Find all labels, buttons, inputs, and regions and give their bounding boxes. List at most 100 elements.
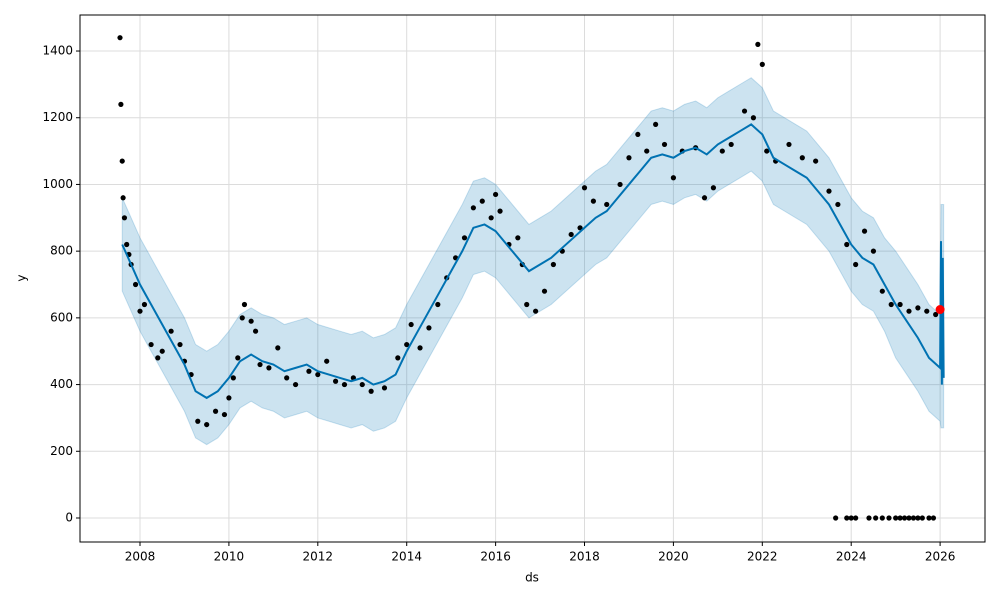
x-tick-label: 2026 (925, 550, 956, 564)
y-tick-label: 1400 (42, 44, 73, 58)
observed-point (395, 355, 401, 361)
observed-point (120, 195, 126, 201)
y-tick-label: 1200 (42, 110, 73, 124)
observed-point (306, 368, 312, 374)
observed-point (408, 321, 414, 328)
y-axis-label: y (15, 274, 29, 281)
observed-point (919, 515, 925, 521)
forecast-line (121, 123, 945, 400)
observed-point (926, 515, 932, 521)
observed-point (888, 301, 894, 308)
observed-point (284, 375, 290, 381)
observed-point (930, 515, 937, 521)
observed-point (119, 158, 125, 164)
observed-point (786, 141, 792, 148)
observed-point (617, 181, 623, 188)
observed-point (764, 148, 770, 154)
observed-point (435, 301, 441, 308)
observed-point (626, 155, 632, 161)
observed-point (497, 208, 503, 214)
y-tick-label: 400 (50, 377, 73, 391)
observed-point (879, 288, 885, 294)
observed-point (741, 108, 748, 114)
observed-point (870, 248, 877, 254)
observed-point (590, 198, 596, 204)
observed-point (670, 175, 677, 181)
x-tick-label: 2016 (480, 550, 511, 564)
observed-point (653, 121, 659, 128)
observed-point (117, 35, 123, 41)
observed-point (479, 198, 485, 204)
observed-point (728, 141, 734, 148)
observed-point (577, 225, 583, 231)
observed-point (275, 345, 281, 351)
observed-point (915, 305, 921, 311)
observed-point (524, 301, 530, 308)
observed-point (897, 301, 903, 308)
observed-point (906, 515, 912, 521)
observed-point (826, 188, 832, 194)
observed-point (848, 515, 854, 521)
observed-point (844, 241, 850, 248)
observed-point (568, 231, 574, 238)
observed-point (915, 515, 921, 521)
x-tick-label: 2010 (214, 550, 245, 564)
observed-point (266, 365, 272, 371)
observed-point (644, 148, 650, 154)
observed-point (661, 141, 668, 148)
observed-point (248, 318, 254, 324)
x-axis-label: ds (525, 571, 539, 585)
x-tick-label: 2012 (303, 550, 334, 564)
observed-point (844, 515, 850, 521)
observed-point (141, 301, 148, 308)
observed-point (470, 205, 476, 211)
observed-point (924, 308, 930, 314)
observed-point (533, 308, 539, 314)
observed-point (719, 148, 725, 154)
observed-point (897, 515, 903, 521)
observed-point (155, 355, 161, 361)
uncertainty-band (121, 77, 945, 446)
y-tick-label: 200 (50, 444, 73, 458)
x-tick-label: 2008 (125, 550, 156, 564)
observed-point (159, 348, 165, 354)
observed-point (493, 191, 499, 198)
observed-point (873, 515, 879, 521)
x-tick-label: 2024 (836, 550, 867, 564)
observed-point (195, 418, 201, 424)
observed-point (137, 308, 143, 314)
observed-point (906, 308, 912, 314)
observed-point (541, 288, 548, 294)
observed-point (368, 388, 374, 394)
observed-point (257, 361, 263, 368)
observed-point (121, 215, 128, 221)
observed-point (635, 131, 641, 138)
x-tick-label: 2014 (391, 550, 422, 564)
observed-point (893, 515, 899, 521)
observed-point (933, 311, 939, 318)
observed-point (833, 515, 839, 521)
observed-point (910, 515, 917, 521)
observed-point (239, 315, 245, 321)
observed-point (835, 201, 841, 208)
observed-point (901, 515, 908, 521)
observed-point (230, 375, 236, 381)
observed-point (381, 385, 388, 391)
observed-point (235, 355, 241, 361)
plot-frame (79, 14, 986, 543)
observed-point (710, 185, 717, 191)
observed-point (750, 115, 757, 121)
observed-point (212, 408, 219, 414)
observed-point (879, 515, 885, 521)
observed-point (324, 358, 330, 364)
x-tick-label: 2018 (569, 550, 600, 564)
observed-point (359, 381, 365, 388)
observed-point (604, 201, 610, 208)
observed-point (550, 261, 556, 268)
x-tick-label: 2022 (747, 550, 778, 564)
observed-point (292, 381, 299, 388)
observed-point (461, 235, 468, 241)
observed-point (701, 195, 708, 201)
observed-point (853, 261, 859, 268)
observed-point (241, 301, 248, 308)
